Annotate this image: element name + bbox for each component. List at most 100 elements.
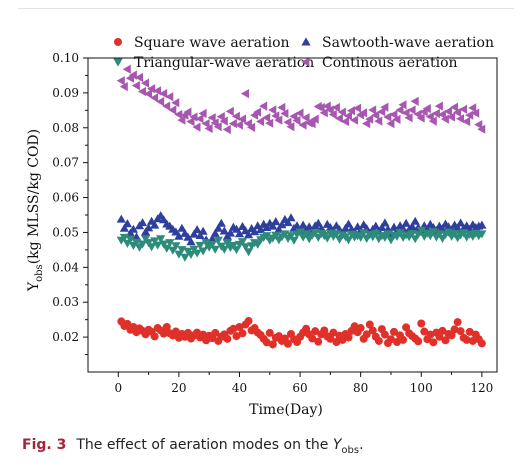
y-tick-label: 0.05 [52,225,79,239]
data-point [150,237,160,246]
data-point [401,108,410,118]
data-point [337,107,346,117]
data-point [219,226,229,235]
data-point [353,103,362,113]
data-point [198,247,208,256]
data-point [441,336,450,345]
data-point [477,230,487,239]
data-point [222,124,231,135]
data-point [244,317,253,326]
data-point [350,115,359,125]
data-point [283,218,293,227]
data-point [156,235,166,244]
data-point [308,334,317,343]
data-point [426,330,435,339]
data-point [420,327,429,336]
y-axis-label-sub: obs [34,264,45,282]
data-point [189,229,199,238]
y-axis-label-main: Y [26,281,42,292]
data-point [137,240,148,249]
data-point [201,119,210,129]
data-point [116,214,126,223]
legend: Square wave aeration Sawtooth-wave aerati… [113,35,494,71]
data-point [234,120,243,130]
x-tick-label: 0 [114,381,122,395]
data-point [186,237,196,246]
data-point [462,116,471,127]
data-point [292,115,301,126]
data-point [244,230,254,239]
data-point [274,115,283,125]
data-point [228,241,238,250]
data-point [338,335,347,344]
axes: 0.02 0.03 0.04 0.05 0.06 0.07 0.08 0.09 0.10 0 20 4… [52,51,498,395]
series-square-wave-aeration [117,317,486,349]
scatter-chart: Square wave aeration Sawtooth-wave aerati… [26,35,498,418]
data-point [177,223,187,232]
caption-variable: Y [332,437,342,453]
data-point [477,339,486,348]
data-point [131,81,140,91]
data-point [437,109,446,120]
x-tick-label: 120 [470,381,493,395]
data-point [122,219,132,228]
y-tick-label: 0.06 [52,191,79,205]
data-point [150,332,159,341]
data-point [401,218,411,227]
data-point [416,226,426,235]
data-point [331,102,340,113]
data-point [393,337,402,346]
data-point [216,112,225,122]
data-point [174,231,184,240]
data-point [443,106,452,116]
data-point [407,221,417,230]
data-point [477,124,486,134]
data-point [159,240,169,249]
caption-text: The effect of aeration modes on the [76,437,333,453]
data-point [162,244,172,253]
data-point [465,110,474,120]
data-point [195,231,205,239]
y-tick-label: 0.09 [52,86,79,100]
data-point [347,106,355,116]
data-point [399,335,408,344]
data-point [141,78,149,88]
data-point [431,108,440,119]
data-point [334,113,343,123]
data-point [165,92,174,102]
data-point [283,339,292,348]
data-point [365,320,374,329]
legend-marker [301,57,310,67]
data-point [343,111,352,121]
data-point [180,253,190,262]
data-point [453,107,462,117]
data-point [144,223,154,232]
data-point [311,327,320,336]
data-point [471,108,480,118]
data-point [150,220,160,229]
data-point [377,107,386,117]
data-point [325,105,334,115]
top-rule [18,8,514,9]
data-point [128,70,137,80]
data-point [289,236,299,245]
data-point [198,226,208,235]
data-point [219,116,228,126]
data-point [195,114,204,124]
x-axis-label: Time(Day) [249,402,323,418]
legend-marker [114,38,122,46]
data-point [456,327,465,336]
data-point [247,122,256,132]
data-point [404,113,413,123]
data-point [343,219,354,228]
data-point [456,218,466,227]
data-point [450,102,458,112]
data-point [234,229,245,238]
data-point [137,86,146,97]
legend-label: Square wave aeration [134,35,290,51]
data-point [374,336,383,345]
data-point [171,242,181,251]
data-point [438,326,447,335]
data-point [320,326,329,335]
data-point [283,117,292,127]
